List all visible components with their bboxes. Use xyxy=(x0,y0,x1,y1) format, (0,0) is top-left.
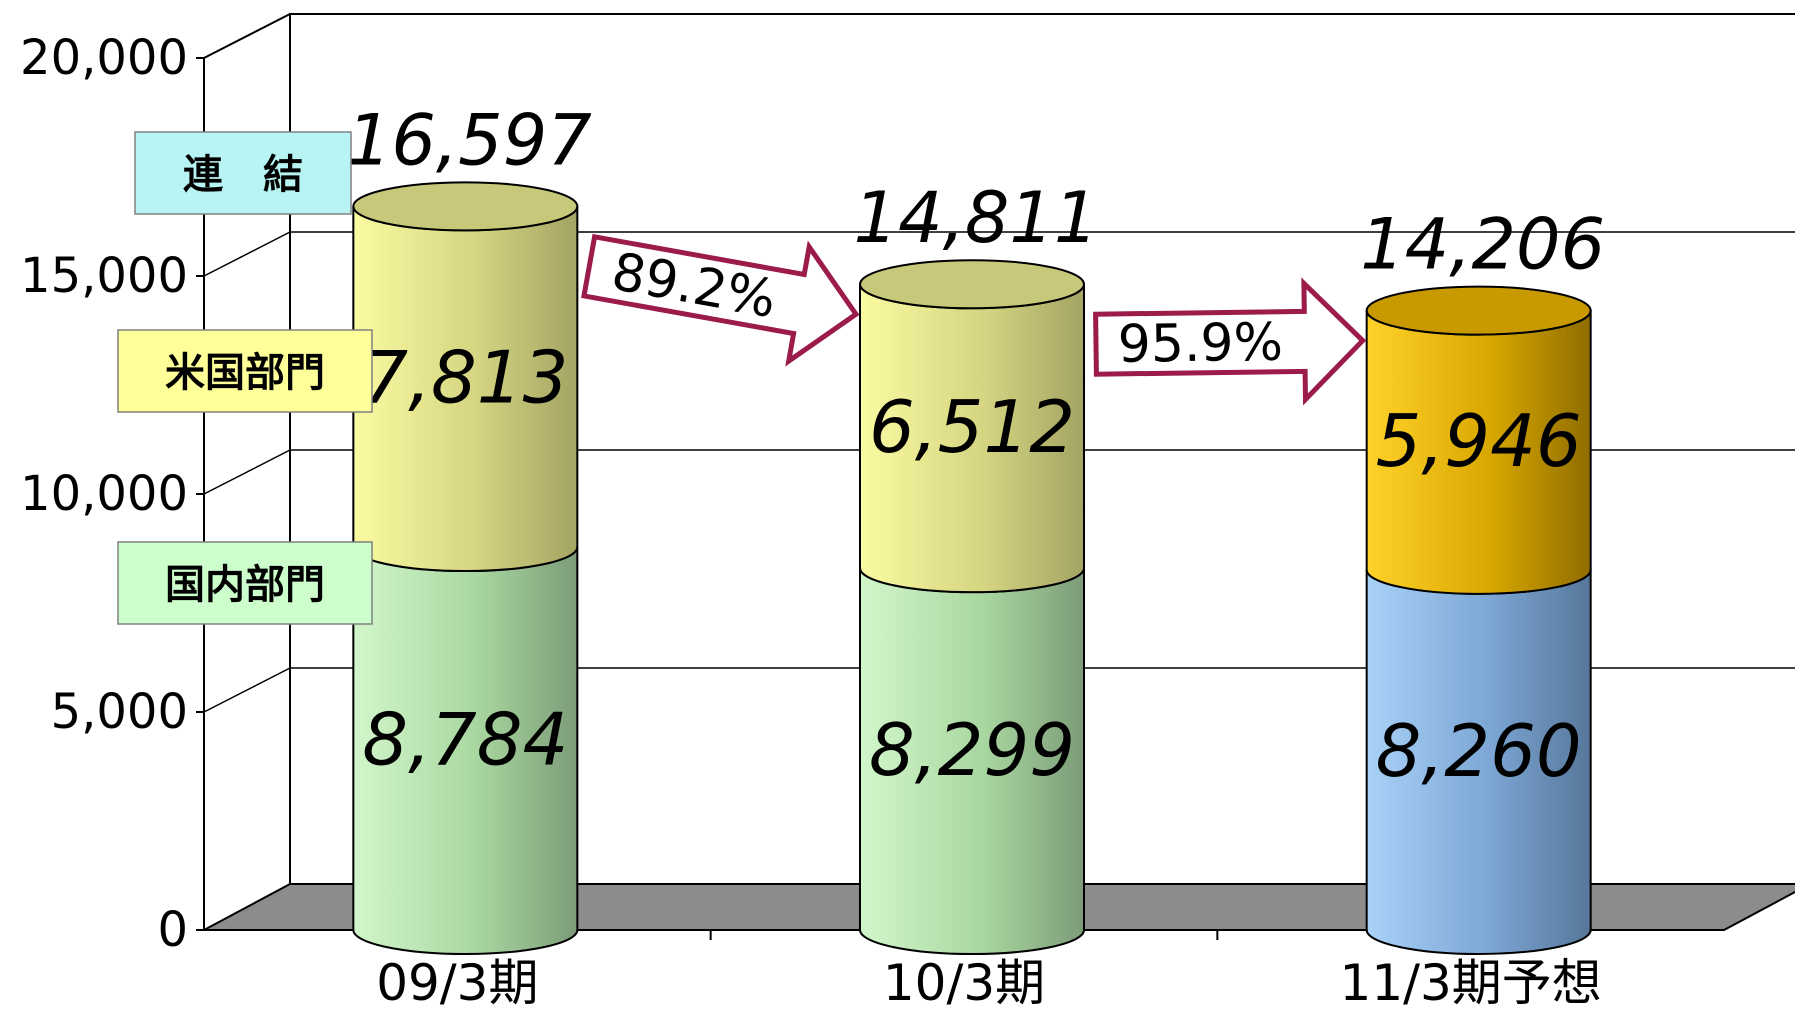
legend-consolidated-label: 連 結 xyxy=(183,152,303,198)
x-axis-ticks: 09/3期 10/3期 11/3期予想 xyxy=(376,930,1602,1010)
y-tick-label: 20,000 xyxy=(20,30,188,86)
y-tick-label: 10,000 xyxy=(20,466,188,522)
legend-consolidated-box xyxy=(134,131,352,215)
bar-top-cap xyxy=(1365,285,1592,336)
legend-consolidated: 連 結 xyxy=(134,131,352,215)
legend-domestic-label: 国内部門 xyxy=(165,562,325,608)
data-label-domestic: 8,299 xyxy=(869,708,1075,792)
y-tick-label: 15,000 xyxy=(20,248,188,304)
gridline-side xyxy=(203,667,291,713)
legend-domestic: 国内部門 xyxy=(117,541,373,625)
growth-arrow: 95.9% xyxy=(1093,277,1367,406)
legend-us: 米国部門 xyxy=(117,329,373,413)
bar-group: 8,260 5,946 xyxy=(1365,285,1592,955)
growth-arrow-shape xyxy=(1093,277,1367,406)
data-label-domestic: 8,784 xyxy=(362,698,568,782)
legend-us-box xyxy=(117,329,373,413)
total-label: 14,811 xyxy=(854,177,1099,259)
bars: 8,784 7,813 8,299 6,512 8,260 5,946 xyxy=(352,181,1592,955)
data-label-us: 6,512 xyxy=(869,385,1075,469)
gridline-side xyxy=(203,449,291,495)
y-tick-label: 5,000 xyxy=(51,684,188,740)
total-label: 14,206 xyxy=(1360,204,1605,286)
legend-us-label: 米国部門 xyxy=(165,350,325,396)
gridline-side xyxy=(203,231,291,277)
total-labels: 16,597 14,811 14,206 xyxy=(347,99,1605,285)
legend-domestic-box xyxy=(117,541,373,625)
bar-group: 8,784 7,813 xyxy=(352,181,579,955)
y-tick-label: 0 xyxy=(157,902,188,958)
x-tick-label: 11/3期予想 xyxy=(1340,954,1602,1010)
growth-arrows: 89.2%95.9% xyxy=(581,233,1367,406)
bar-top-cap xyxy=(859,259,1085,310)
data-label-us: 7,813 xyxy=(362,336,568,420)
gridline-side xyxy=(203,13,291,59)
data-label-us: 5,946 xyxy=(1376,399,1582,483)
growth-arrow-shape xyxy=(581,233,860,367)
x-tick-label: 10/3期 xyxy=(883,954,1045,1010)
bar-top-cap xyxy=(352,181,579,232)
bar-group: 8,299 6,512 xyxy=(859,259,1085,955)
y-axis-ticks: 0 5,000 10,000 15,000 20,000 xyxy=(20,30,204,958)
data-label-domestic: 8,260 xyxy=(1376,709,1582,793)
legend: 連 結 米国部門 国内部門 xyxy=(117,131,373,625)
x-tick-label: 09/3期 xyxy=(376,954,538,1010)
growth-rate-label: 95.9% xyxy=(1117,313,1283,375)
total-label: 16,597 xyxy=(347,99,592,181)
